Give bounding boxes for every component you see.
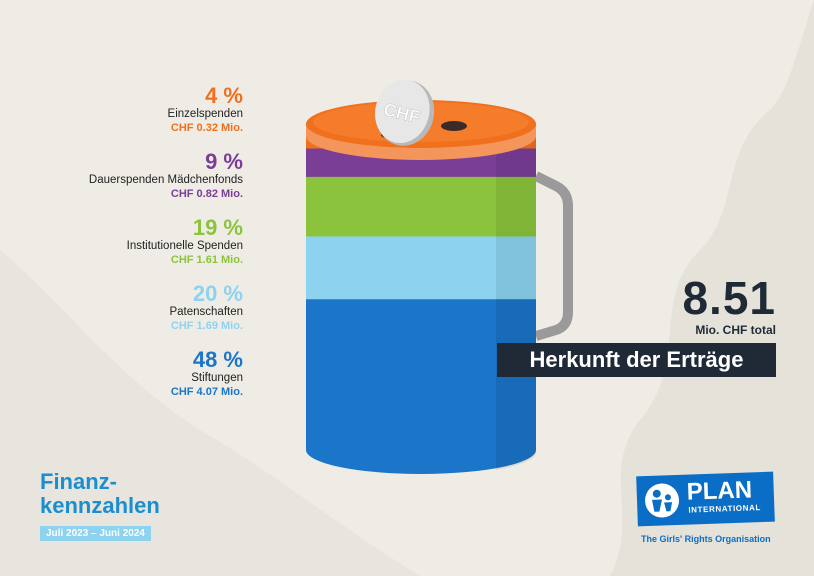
legend-label: Institutionelle Spenden xyxy=(126,240,243,252)
legend-amount: CHF 1.61 Mio. xyxy=(170,254,243,266)
logo-icon xyxy=(644,482,680,519)
legend-label: Dauerspenden Mädchenfonds xyxy=(88,174,243,186)
footer-title: Finanz- kennzahlen Juli 2023 – Juni 2024 xyxy=(40,470,160,541)
legend-item: 9 % Dauerspenden Mädchenfonds CHF 0.82 M… xyxy=(40,150,243,202)
legend-amount: CHF 0.32 Mio. xyxy=(170,122,243,134)
total: 8.51 Mio. CHF total xyxy=(682,274,776,338)
logo-subtext: INTERNATIONAL xyxy=(688,503,762,515)
cup-segment-stiftungen xyxy=(306,299,536,474)
chart-title: Herkunft der Erträge xyxy=(497,343,776,377)
lid-slot xyxy=(441,121,467,131)
plan-logo[interactable]: PLAN INTERNATIONAL xyxy=(636,471,775,527)
legend-item: 48 % Stiftungen CHF 4.07 Mio. xyxy=(40,348,243,400)
cup-handle xyxy=(533,171,573,341)
footer-title-line: kennzahlen xyxy=(40,493,160,518)
cup-shading xyxy=(496,136,537,470)
footer-title-line: Finanz- xyxy=(40,469,117,494)
logo-text: PLAN xyxy=(686,476,753,506)
coin: CHF xyxy=(375,79,435,146)
total-value: 8.51 xyxy=(682,272,776,324)
legend-item: 20 % Patenschaften CHF 1.69 Mio. xyxy=(40,282,243,334)
legend-label: Patenschaften xyxy=(169,306,243,318)
legend-percent: 48 % xyxy=(192,347,243,372)
legend-item: 19 % Institutionelle Spenden CHF 1.61 Mi… xyxy=(40,216,243,268)
legend-percent: 20 % xyxy=(192,281,243,306)
legend-amount: CHF 0.82 Mio. xyxy=(170,188,243,200)
legend-percent: 4 % xyxy=(205,83,243,108)
legend-amount: CHF 1.69 Mio. xyxy=(170,320,243,332)
total-unit: Mio. CHF total xyxy=(695,323,776,337)
legend-label: Stiftungen xyxy=(191,372,243,384)
legend-amount: CHF 4.07 Mio. xyxy=(170,386,243,398)
legend: 4 % Einzelspenden CHF 0.32 Mio. 9 % Daue… xyxy=(40,84,243,414)
period-badge: Juli 2023 – Juni 2024 xyxy=(40,526,151,541)
legend-percent: 19 % xyxy=(192,215,243,240)
legend-item: 4 % Einzelspenden CHF 0.32 Mio. xyxy=(40,84,243,136)
legend-percent: 9 % xyxy=(205,149,243,174)
logo-box: PLAN INTERNATIONAL xyxy=(636,471,775,527)
legend-label: Einzelspenden xyxy=(167,108,243,120)
cup-segments xyxy=(306,136,537,474)
tagline: The Girls' Rights Organisation xyxy=(641,534,771,544)
